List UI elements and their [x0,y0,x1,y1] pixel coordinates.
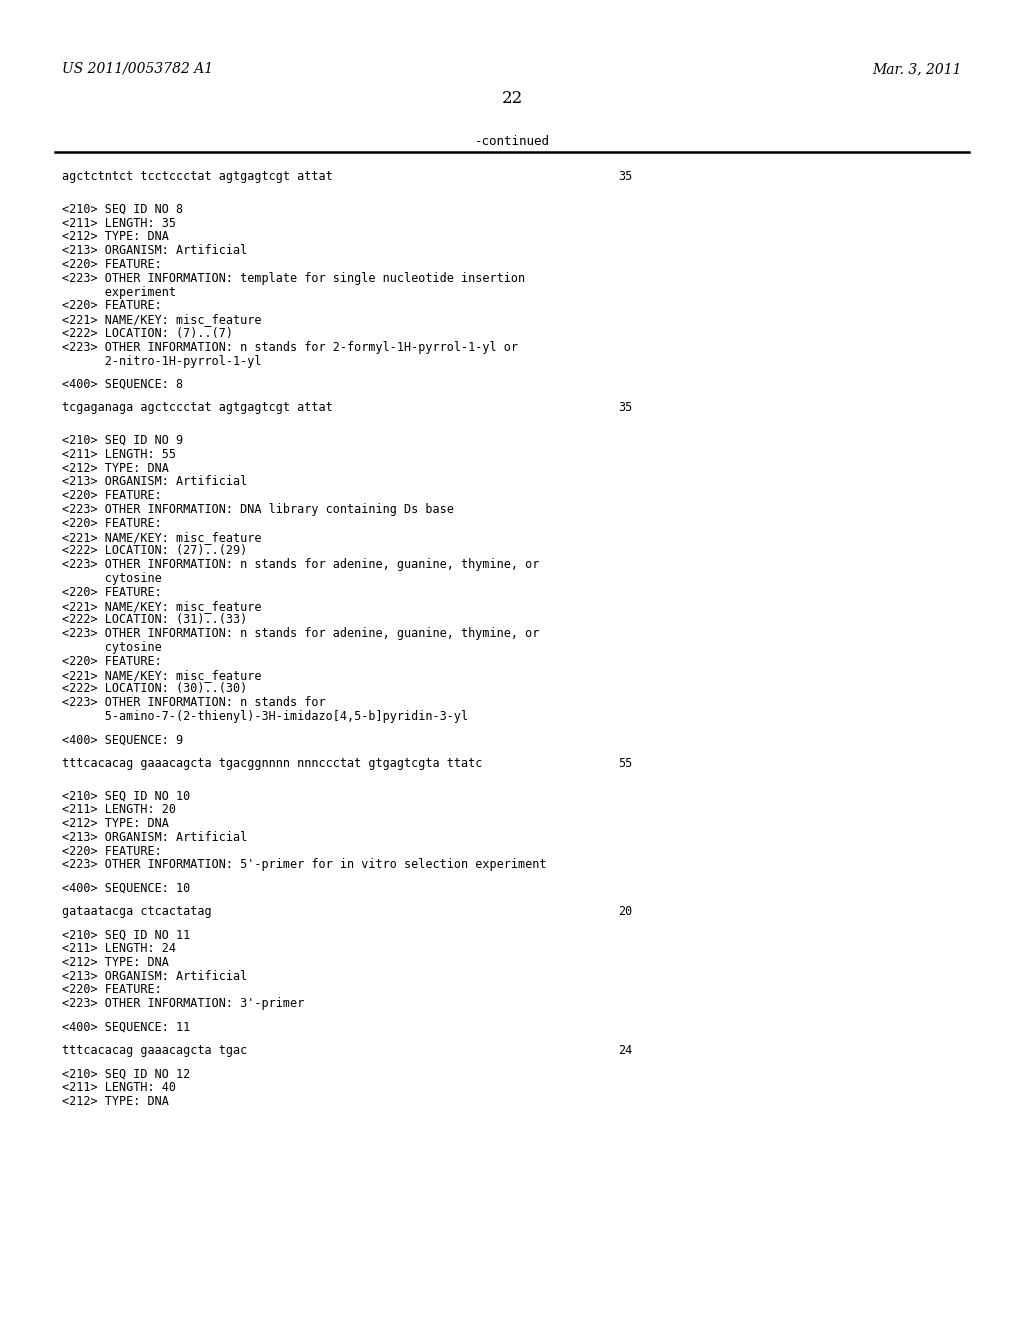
Text: agctctntct tcctccctat agtgagtcgt attat: agctctntct tcctccctat agtgagtcgt attat [62,170,333,183]
Text: <220> FEATURE:: <220> FEATURE: [62,655,162,668]
Text: cytosine: cytosine [62,642,162,653]
Text: <210> SEQ ID NO 12: <210> SEQ ID NO 12 [62,1067,190,1080]
Text: 35: 35 [618,170,632,183]
Text: <221> NAME/KEY: misc_feature: <221> NAME/KEY: misc_feature [62,531,261,544]
Text: <223> OTHER INFORMATION: n stands for 2-formyl-1H-pyrrol-1-yl or: <223> OTHER INFORMATION: n stands for 2-… [62,341,518,354]
Text: <212> TYPE: DNA: <212> TYPE: DNA [62,1094,169,1107]
Text: <223> OTHER INFORMATION: template for single nucleotide insertion: <223> OTHER INFORMATION: template for si… [62,272,525,285]
Text: <223> OTHER INFORMATION: DNA library containing Ds base: <223> OTHER INFORMATION: DNA library con… [62,503,454,516]
Text: <213> ORGANISM: Artificial: <213> ORGANISM: Artificial [62,830,247,843]
Text: <222> LOCATION: (7)..(7): <222> LOCATION: (7)..(7) [62,327,233,341]
Text: <223> OTHER INFORMATION: 5'-primer for in vitro selection experiment: <223> OTHER INFORMATION: 5'-primer for i… [62,858,547,871]
Text: Mar. 3, 2011: Mar. 3, 2011 [872,62,962,77]
Text: gataatacga ctcactatag: gataatacga ctcactatag [62,906,212,917]
Text: <213> ORGANISM: Artificial: <213> ORGANISM: Artificial [62,970,247,982]
Text: <211> LENGTH: 40: <211> LENGTH: 40 [62,1081,176,1094]
Text: <222> LOCATION: (30)..(30): <222> LOCATION: (30)..(30) [62,682,247,696]
Text: tttcacacag gaaacagcta tgac: tttcacacag gaaacagcta tgac [62,1044,247,1057]
Text: <223> OTHER INFORMATION: n stands for adenine, guanine, thymine, or: <223> OTHER INFORMATION: n stands for ad… [62,558,540,572]
Text: 22: 22 [502,90,522,107]
Text: experiment: experiment [62,285,176,298]
Text: -continued: -continued [474,135,550,148]
Text: <400> SEQUENCE: 9: <400> SEQUENCE: 9 [62,734,183,746]
Text: <210> SEQ ID NO 8: <210> SEQ ID NO 8 [62,203,183,215]
Text: cytosine: cytosine [62,572,162,585]
Text: <212> TYPE: DNA: <212> TYPE: DNA [62,231,169,243]
Text: 55: 55 [618,756,632,770]
Text: tttcacacag gaaacagcta tgacggnnnn nnnccctat gtgagtcgta ttatc: tttcacacag gaaacagcta tgacggnnnn nnnccct… [62,756,482,770]
Text: <210> SEQ ID NO 9: <210> SEQ ID NO 9 [62,434,183,447]
Text: <220> FEATURE:: <220> FEATURE: [62,490,162,502]
Text: <400> SEQUENCE: 8: <400> SEQUENCE: 8 [62,378,183,391]
Text: <212> TYPE: DNA: <212> TYPE: DNA [62,817,169,830]
Text: <210> SEQ ID NO 11: <210> SEQ ID NO 11 [62,928,190,941]
Text: 2-nitro-1H-pyrrol-1-yl: 2-nitro-1H-pyrrol-1-yl [62,355,261,367]
Text: tcgaganaga agctccctat agtgagtcgt attat: tcgaganaga agctccctat agtgagtcgt attat [62,401,333,414]
Text: <220> FEATURE:: <220> FEATURE: [62,586,162,599]
Text: <400> SEQUENCE: 10: <400> SEQUENCE: 10 [62,882,190,895]
Text: 5-amino-7-(2-thienyl)-3H-imidazo[4,5-b]pyridin-3-yl: 5-amino-7-(2-thienyl)-3H-imidazo[4,5-b]p… [62,710,468,723]
Text: <210> SEQ ID NO 10: <210> SEQ ID NO 10 [62,789,190,803]
Text: <220> FEATURE:: <220> FEATURE: [62,257,162,271]
Text: <220> FEATURE:: <220> FEATURE: [62,845,162,858]
Text: <221> NAME/KEY: misc_feature: <221> NAME/KEY: misc_feature [62,669,261,681]
Text: <211> LENGTH: 35: <211> LENGTH: 35 [62,216,176,230]
Text: <400> SEQUENCE: 11: <400> SEQUENCE: 11 [62,1020,190,1034]
Text: <220> FEATURE:: <220> FEATURE: [62,517,162,529]
Text: <213> ORGANISM: Artificial: <213> ORGANISM: Artificial [62,244,247,257]
Text: <221> NAME/KEY: misc_feature: <221> NAME/KEY: misc_feature [62,599,261,612]
Text: <222> LOCATION: (27)..(29): <222> LOCATION: (27)..(29) [62,544,247,557]
Text: 35: 35 [618,401,632,414]
Text: <222> LOCATION: (31)..(33): <222> LOCATION: (31)..(33) [62,614,247,627]
Text: <212> TYPE: DNA: <212> TYPE: DNA [62,462,169,475]
Text: <223> OTHER INFORMATION: 3'-primer: <223> OTHER INFORMATION: 3'-primer [62,998,304,1010]
Text: US 2011/0053782 A1: US 2011/0053782 A1 [62,62,213,77]
Text: <211> LENGTH: 24: <211> LENGTH: 24 [62,942,176,956]
Text: 24: 24 [618,1044,632,1057]
Text: <221> NAME/KEY: misc_feature: <221> NAME/KEY: misc_feature [62,313,261,326]
Text: <220> FEATURE:: <220> FEATURE: [62,300,162,313]
Text: <212> TYPE: DNA: <212> TYPE: DNA [62,956,169,969]
Text: <223> OTHER INFORMATION: n stands for: <223> OTHER INFORMATION: n stands for [62,696,326,709]
Text: <211> LENGTH: 20: <211> LENGTH: 20 [62,803,176,816]
Text: <223> OTHER INFORMATION: n stands for adenine, guanine, thymine, or: <223> OTHER INFORMATION: n stands for ad… [62,627,540,640]
Text: <220> FEATURE:: <220> FEATURE: [62,983,162,997]
Text: <213> ORGANISM: Artificial: <213> ORGANISM: Artificial [62,475,247,488]
Text: 20: 20 [618,906,632,917]
Text: <211> LENGTH: 55: <211> LENGTH: 55 [62,447,176,461]
